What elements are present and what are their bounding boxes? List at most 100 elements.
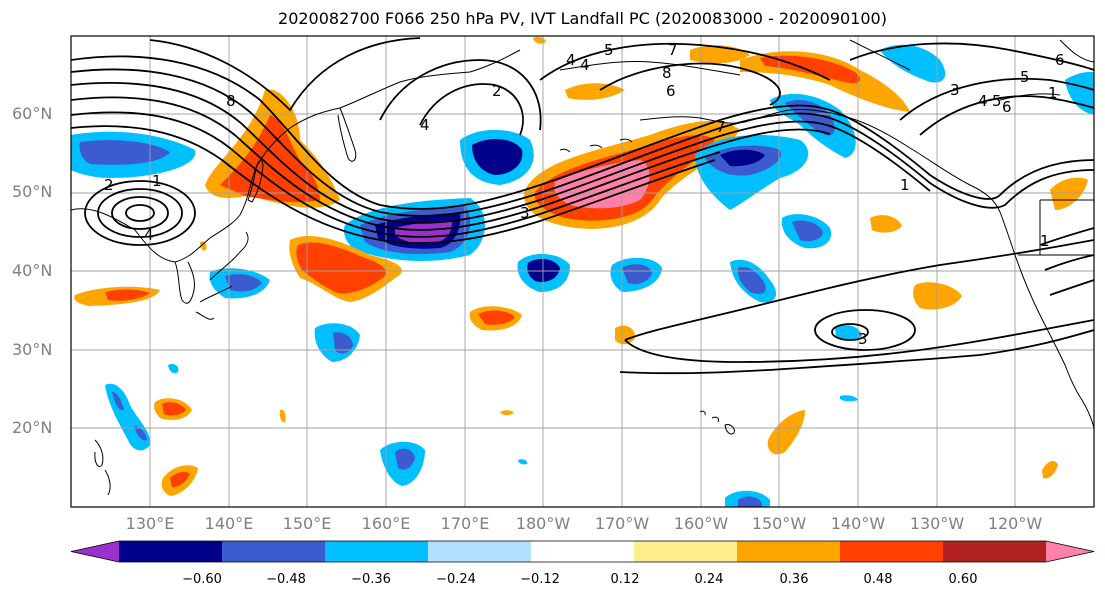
pv-neg-patch xyxy=(785,100,835,136)
colorbar-bin xyxy=(531,541,635,562)
contour-label: 5 xyxy=(992,92,1002,110)
colorbar-tick-label: −0.48 xyxy=(266,572,306,587)
pv-neg-patch xyxy=(112,392,124,411)
pv-neg-patch xyxy=(792,220,823,242)
contour-label: 1 xyxy=(1048,84,1058,102)
lon-label: 170°W xyxy=(594,514,650,533)
pv-neg-patch xyxy=(737,266,766,294)
lon-label: 170°E xyxy=(440,514,490,533)
pv-pos-patch xyxy=(767,410,805,455)
pv-pos-patch xyxy=(296,242,386,294)
lon-label: 180°W xyxy=(515,514,571,533)
pv-pos-patch xyxy=(478,310,515,325)
lon-label: 160°E xyxy=(361,514,411,533)
colorbar-tick-label: 0.60 xyxy=(948,572,978,587)
pv-pos-patch xyxy=(554,160,650,209)
colorbar-tick-label: −0.12 xyxy=(520,572,560,587)
pv-pos-patch xyxy=(220,115,320,203)
contour-label: 4 xyxy=(566,51,576,69)
lat-label: 40°N xyxy=(12,261,53,280)
pv-neg-patch xyxy=(134,426,147,441)
pv-neg-patch xyxy=(168,363,179,374)
pv-pos-patch xyxy=(500,410,514,416)
contour-label: 4 xyxy=(580,56,590,74)
colorbar-bin xyxy=(840,541,944,562)
map-frame xyxy=(70,35,1095,508)
pv-pos-patch xyxy=(1042,460,1058,479)
lat-label: 50°N xyxy=(12,182,53,201)
contour-label: 6 xyxy=(1002,98,1012,116)
pv-neg-patch xyxy=(527,258,560,282)
lon-label: 150°W xyxy=(751,514,807,533)
lat-label: 60°N xyxy=(12,104,53,123)
chart-title: 2020082700 F066 250 hPa PV, IVT Landfall… xyxy=(278,9,887,28)
colorbar-bin xyxy=(428,541,532,562)
contour-label: 8 xyxy=(662,64,672,82)
pv-neg-patch xyxy=(738,496,762,507)
colorbar-tick-label: −0.36 xyxy=(351,572,391,587)
colorbar-tick-label: −0.60 xyxy=(182,572,222,587)
contour-label: 2 xyxy=(104,176,114,194)
contour-label: 2 xyxy=(492,82,502,100)
contour-label: 5 xyxy=(1020,68,1030,86)
pv-neg-patch xyxy=(79,140,170,165)
lon-label: 140°E xyxy=(204,514,254,533)
pv-neg-patch xyxy=(225,274,262,292)
colorbar-bin xyxy=(943,541,1047,562)
lon-label: 120°W xyxy=(987,514,1043,533)
coastlines xyxy=(71,39,1094,496)
colorbar-tick-label: 0.36 xyxy=(779,572,809,587)
lon-label: 150°E xyxy=(282,514,332,533)
pv-pos-patch xyxy=(615,325,636,345)
contour-label: 7 xyxy=(716,118,726,136)
lon-label: 130°E xyxy=(125,514,175,533)
lat-label: 30°N xyxy=(12,340,53,359)
pv-neg-patch xyxy=(395,221,452,244)
colorbar-bin xyxy=(1046,541,1094,562)
contour-label-group: 4 5 7 8 6 4 6 1 5 3 4 5 6 1 2 4 2 3 1 1 … xyxy=(104,41,1065,348)
contour-label: 1 xyxy=(152,172,162,190)
colorbar-bin xyxy=(325,541,429,562)
pv-neg-patch xyxy=(835,325,862,341)
colorbar-tick-label: 0.24 xyxy=(694,572,724,587)
pv-contours xyxy=(71,37,1094,375)
lat-label: 20°N xyxy=(12,418,53,437)
pv-neg-patch xyxy=(472,138,523,175)
pv-pos-patch xyxy=(565,83,625,100)
pv-pos-patch xyxy=(913,282,962,310)
lon-label: 160°W xyxy=(673,514,729,533)
contour-label: 4 xyxy=(978,92,988,110)
contour-label: 3 xyxy=(950,81,960,99)
pv-neg-patch xyxy=(880,44,946,83)
pv-pos-patch xyxy=(200,241,207,251)
colorbar-bin xyxy=(71,541,119,562)
contour-label: 5 xyxy=(604,41,614,59)
colorbar-bin xyxy=(222,541,326,562)
pv-neg-patch xyxy=(214,278,229,291)
pv-neg-patch xyxy=(395,448,415,470)
colorbar-tick-label: 0.12 xyxy=(610,572,640,587)
contour-label: 1 xyxy=(900,176,910,194)
pv-neg-patch xyxy=(622,264,652,284)
colorbar-tick-label: 0.48 xyxy=(863,572,893,587)
pv-neg-patch xyxy=(1065,71,1094,115)
contour-label: 8 xyxy=(226,92,236,110)
colorbar-tick-label: −0.24 xyxy=(436,572,476,587)
pv-pos-patch xyxy=(105,289,150,301)
pv-pos-patch xyxy=(279,409,286,423)
colorbar-bin xyxy=(634,541,738,562)
colorbar-bin xyxy=(119,541,223,562)
contour-label: 4 xyxy=(144,226,154,244)
pv-neg-patch xyxy=(840,395,858,402)
contour-label: 6 xyxy=(1055,51,1065,69)
colorbar-outline xyxy=(70,540,1095,563)
pv-neg-patch xyxy=(333,332,353,354)
pv-pos-patch xyxy=(170,471,190,488)
contour-label: 4 xyxy=(420,116,430,134)
contour-label: 3 xyxy=(858,330,868,348)
contour-label: 1 xyxy=(1040,232,1050,250)
contour-label: 7 xyxy=(668,41,678,59)
contour-label: 3 xyxy=(520,204,530,222)
